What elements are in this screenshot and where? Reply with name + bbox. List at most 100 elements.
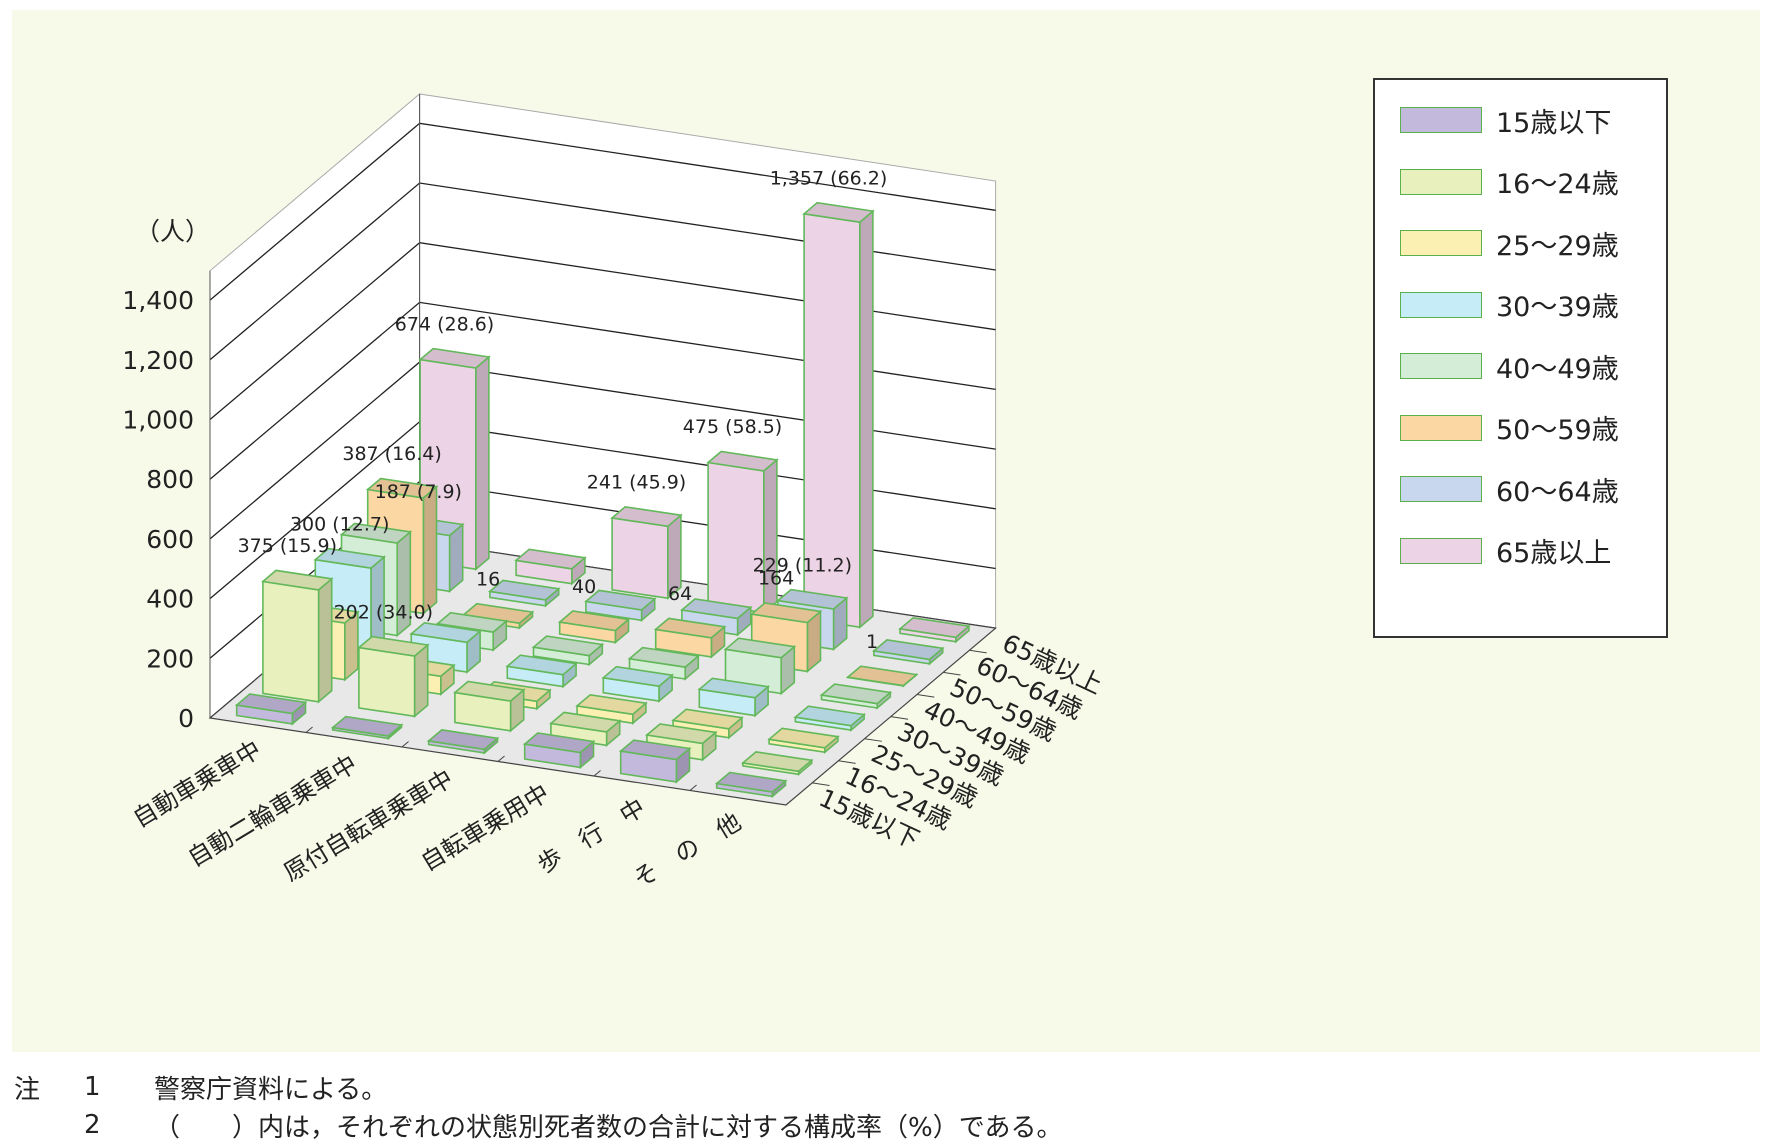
y-tick-label: 200: [146, 644, 194, 673]
data-label: 16: [476, 568, 500, 590]
data-label: 475 (58.5): [683, 416, 782, 438]
data-label: 164: [758, 568, 794, 590]
bar-top: [453, 680, 526, 702]
bar-top: [435, 611, 509, 633]
floor-tick: [689, 784, 697, 791]
legend-swatch: [1400, 537, 1482, 564]
bar-top: [653, 617, 727, 639]
bar-top: [845, 665, 919, 687]
legend-swatch: [1400, 353, 1482, 379]
floor-tick: [943, 671, 961, 676]
legend-item: 16〜24歳: [1400, 162, 1619, 202]
floor-tick: [890, 716, 909, 720]
bar-top: [697, 677, 770, 699]
bar-top: [557, 610, 631, 632]
y-tick-label: 600: [146, 525, 194, 554]
floor-tick: [916, 694, 935, 698]
legend-label: 65歳以上: [1496, 538, 1612, 569]
data-label: 187 (7.9): [375, 481, 462, 503]
y-tick-label: 1,400: [122, 286, 194, 315]
bar-top: [549, 711, 622, 733]
bar-front: [262, 580, 320, 703]
bar-top: [645, 723, 718, 745]
bar-top: [330, 715, 404, 737]
bar-top: [357, 635, 430, 657]
bar-top: [365, 477, 439, 499]
legend-swatch: [1400, 230, 1482, 256]
bar-side: [422, 485, 438, 616]
floor-tick: [497, 755, 505, 762]
bar-top: [522, 732, 596, 754]
data-label: 229 (11.2): [753, 554, 852, 576]
bar-top: [714, 771, 788, 793]
legend-label: 30〜39歳: [1496, 292, 1619, 323]
floor-tick: [305, 726, 313, 733]
bar-top: [601, 665, 674, 688]
data-label: 300 (12.7): [290, 513, 389, 535]
note-line-2: 2 （ ）内は，それぞれの状態別死者数の合計に対する構成率（%）である。: [14, 1106, 1062, 1144]
note-text: （ ）内は，それぞれの状態別死者数の合計に対する構成率（%）である。: [154, 1112, 1063, 1143]
legend-swatch: [1400, 168, 1482, 195]
y-tick-label: 0: [178, 704, 194, 733]
data-label: 1,357 (66.2): [770, 167, 888, 189]
bar-front: [707, 461, 765, 614]
category-label: そ の 他: [629, 808, 746, 894]
data-label: 387 (16.4): [342, 443, 441, 465]
note-line-1: 注 1 警察庁資料による。: [14, 1068, 1062, 1106]
legend-item: 40〜49歳: [1400, 346, 1619, 386]
legend-label: 40〜49歳: [1496, 353, 1619, 385]
bar-top: [426, 729, 500, 751]
note-number: 1: [84, 1072, 101, 1102]
bar-top: [618, 739, 692, 761]
bar-top: [749, 602, 823, 624]
bar-top: [819, 683, 893, 705]
bar-top: [723, 637, 797, 659]
bar-side: [317, 577, 333, 704]
bar-top: [418, 347, 491, 369]
bar-top: [802, 201, 875, 224]
bar-top: [531, 635, 605, 657]
bar-top: [767, 727, 840, 749]
legend-swatch: [1400, 291, 1482, 318]
legend-item: 30〜39歳: [1400, 285, 1619, 325]
bar-top: [584, 589, 657, 611]
floor-tick: [838, 760, 856, 764]
bar-top: [706, 450, 779, 472]
floor-tick: [864, 738, 882, 742]
legend-label: 15歳以下: [1496, 107, 1612, 139]
legend-item: 15歳以下: [1400, 100, 1611, 140]
legend-swatch: [1400, 476, 1482, 502]
bar-top: [610, 505, 683, 528]
bar-side: [474, 355, 490, 571]
legend-swatch: [1400, 414, 1482, 441]
bar-side: [858, 209, 874, 629]
bar-top: [575, 693, 648, 716]
bar-top: [793, 705, 866, 727]
bar-top: [505, 654, 578, 676]
bar-front: [611, 516, 669, 600]
floor-tick: [812, 782, 830, 787]
data-label: 40: [572, 576, 596, 598]
legend-item: 25〜29歳: [1400, 223, 1619, 263]
legend-item: 65歳以上: [1400, 531, 1611, 571]
bar-top: [671, 708, 744, 730]
legend-label: 25〜29歳: [1496, 230, 1619, 262]
y-tick-label: 1,200: [122, 346, 194, 375]
bar-top: [776, 588, 849, 610]
y-tick-label: 1,000: [122, 406, 194, 435]
bar-top: [313, 547, 386, 569]
note-prefix: 注: [14, 1074, 41, 1105]
bar-top: [514, 548, 587, 570]
data-label: 1: [866, 631, 878, 653]
data-label: 674 (28.6): [395, 313, 494, 335]
legend-item: 60〜64歳: [1400, 469, 1619, 509]
floor-tick: [593, 770, 601, 777]
legend-label: 16〜24歳: [1496, 169, 1619, 200]
data-label: 241 (45.9): [587, 472, 686, 494]
chart-3d-bars: 0 200 400 600 800 1,000 1,200 1,400 （人） 375 (15.9…: [122, 92, 1107, 894]
bar-top: [872, 639, 945, 661]
y-tick-label: 800: [146, 465, 194, 494]
legend-item: 50〜59歳: [1400, 408, 1619, 448]
data-label: 375 (15.9): [238, 535, 337, 557]
legend-label: 60〜64歳: [1496, 476, 1619, 508]
